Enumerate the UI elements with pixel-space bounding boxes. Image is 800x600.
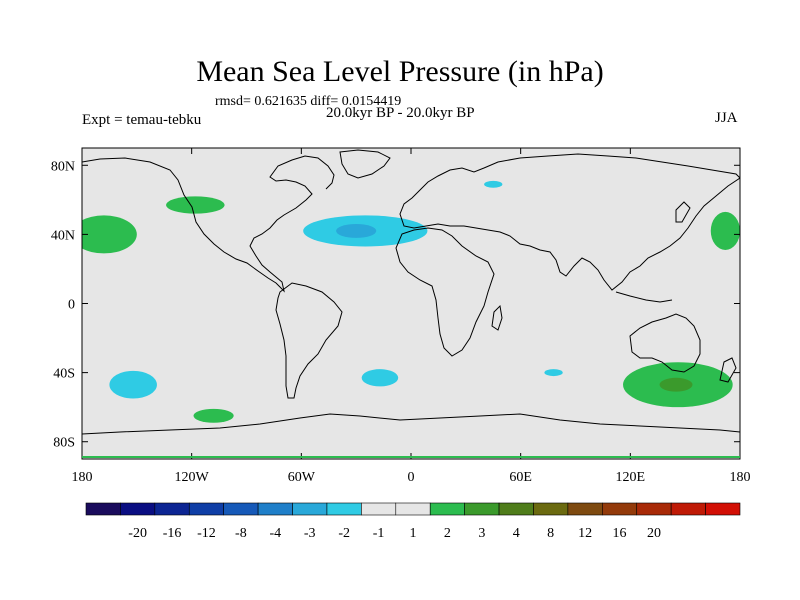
coast-indonesia [615,291,673,303]
coast-africa [395,227,495,357]
colorbar-label: -16 [163,526,182,541]
colorbar-swatch [257,502,293,516]
colorbar-swatch [292,502,328,516]
colorbar-swatch [464,502,500,516]
region-australia-high-core [659,377,693,392]
region-south-atlantic-low [361,369,399,387]
coast-madagascar [491,304,503,331]
season-label: JJA [715,110,738,126]
y-tick-label: 80N [51,159,75,174]
colorbar-swatch [223,502,259,516]
colorbar-swatch [154,502,190,516]
x-tick-label: 120E [616,470,646,485]
coast-south-america [275,282,343,399]
colorbar-label: 3 [478,526,485,541]
coastlines [82,149,740,435]
region-north-america-high [166,196,225,214]
x-tick-label: 180 [730,470,751,485]
axis-ticks: 180 120W 60W 0 60E 120E 180 80N 40N 0 40S 80S [51,148,751,485]
colorbar-swatch [395,502,431,516]
experiment-label: Expt = temau-tebku [82,112,202,128]
colorbar-swatch [567,502,603,516]
region-west-pacific-high [710,211,740,250]
stats-line: rmsd= 0.621635 diff= 0.0154419 [215,94,402,109]
x-tick-label: 120W [175,470,210,485]
colorbar-swatch [326,502,362,516]
colorbar-label: 16 [613,526,627,541]
period-label: 20.0kyr BP - 20.0kyr BP [326,105,475,121]
colorbar-swatch [188,502,224,516]
colorbar-label: -4 [269,526,281,541]
coast-north-america [82,155,335,293]
colorbar-swatch [429,502,465,516]
colorbar-label: -20 [128,526,147,541]
chart-title: Mean Sea Level Pressure (in hPa) [196,55,604,88]
region-southern-pacific-high [193,408,234,423]
coast-greenland [339,149,391,179]
plot-background [82,148,740,459]
colorbar: -20 -16 -12 -8 -4 -3 -2 -1 1 2 3 4 8 12 16 20 [85,502,741,541]
region-south-pacific-low [109,370,157,399]
region-arctic-low [484,180,503,188]
y-tick-label: 40N [51,228,75,243]
coast-japan [675,201,691,223]
colorbar-swatch [705,502,741,516]
plot-frame [81,147,741,460]
y-tick-label: 40S [53,367,75,382]
colorbar-swatch [120,502,156,516]
region-north-pacific-high [82,215,137,254]
colorbar-label: -3 [304,526,316,541]
colorbar-swatch [533,502,569,516]
colorbar-swatch [85,502,121,516]
x-tick-label: 180 [72,470,93,485]
colorbar-label: -12 [197,526,216,541]
y-tick-label: 0 [68,298,75,313]
colorbar-label: 20 [647,526,661,541]
colorbar-label: 12 [578,526,592,541]
coast-antarctica [82,413,740,435]
colorbar-label: -2 [338,526,350,541]
colorbar-swatch [636,502,672,516]
x-tick-label: 60E [509,470,532,485]
coast-new-zealand [719,357,737,383]
x-tick-label: 60W [288,470,316,485]
colorbar-label: 1 [410,526,417,541]
coast-australia [629,313,701,373]
y-tick-label: 80S [53,436,75,451]
colorbar-label: 4 [513,526,520,541]
region-indian-ocean-low [544,369,563,377]
colorbar-label: 2 [444,526,451,541]
colorbar-label: -8 [235,526,247,541]
colorbar-swatch [602,502,638,516]
region-north-atlantic-core [336,224,377,238]
x-tick-label: 0 [408,470,415,485]
coast-eurasia [399,153,740,291]
colorbar-swatch [361,502,397,516]
colorbar-swatch [498,502,534,516]
colorbar-label: -1 [373,526,385,541]
contour-fills [82,180,740,423]
colorbar-swatch [670,502,706,516]
colorbar-label: 8 [547,526,554,541]
